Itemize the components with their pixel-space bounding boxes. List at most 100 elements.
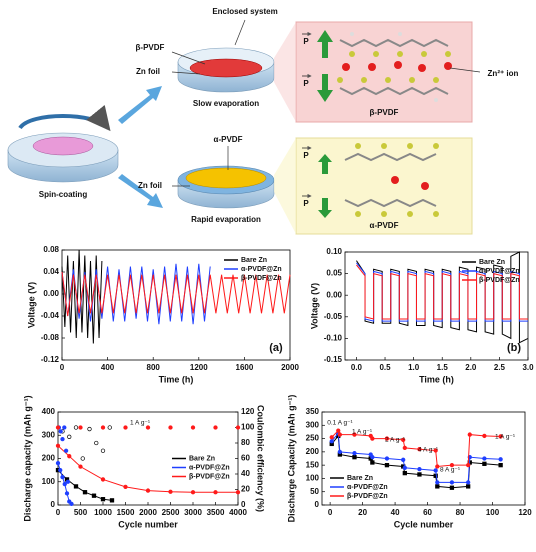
marker <box>384 462 390 468</box>
marker <box>91 493 97 498</box>
marker <box>329 439 334 444</box>
marker <box>466 484 471 489</box>
y-tick-label: 50 <box>310 487 319 496</box>
marker <box>100 497 106 502</box>
marker <box>402 445 407 451</box>
marker <box>62 481 67 487</box>
marker <box>213 490 218 495</box>
chart: 0 400 800 1200 1600 2000 -0.12 -0.08 -0.04 0.00 0.… <box>26 245 299 384</box>
y-tick-label: -0.15 <box>324 355 343 364</box>
x-tick-label: 500 <box>74 508 88 517</box>
x-tick-label: 1200 <box>190 363 208 372</box>
x-tick-label: 60 <box>423 508 432 517</box>
marker <box>466 462 471 468</box>
marker <box>235 490 241 495</box>
y2-axis-label: Coulombic efficiency (%) <box>256 405 266 512</box>
marker <box>69 501 74 506</box>
p-label: P <box>303 199 309 208</box>
x-tick-label: 2.5 <box>494 363 506 372</box>
y-tick-label: 0.00 <box>326 290 342 299</box>
marker <box>417 472 422 477</box>
series-line <box>61 271 291 317</box>
polar-arrow <box>317 30 333 58</box>
film-label: β-PVDF <box>136 43 165 52</box>
y-axis-label: Discharge capacity (mAh g⁻¹) <box>22 395 32 521</box>
x-tick-label: 1500 <box>117 508 135 517</box>
chart: 0 20 40 60 80 100 120 0 50 100 150 200 250 300 350 Bare… <box>286 395 532 530</box>
marker <box>65 479 71 484</box>
zn-ion <box>391 176 399 184</box>
leader <box>449 67 481 73</box>
legend-label: β-PVDF@Zn <box>479 277 520 284</box>
annotation: 8 A g⁻¹ <box>440 467 461 474</box>
y-tick-label: 200 <box>306 447 320 456</box>
spin-label: Spin-coating <box>39 190 88 199</box>
x-tick-label: 3500 <box>207 508 225 517</box>
diagram: Spin-coating Enclosed system β-PVDF Zn f… <box>7 7 519 235</box>
y-tick-label: 400 <box>42 407 56 416</box>
marker <box>190 425 196 430</box>
marker <box>482 456 487 461</box>
marker <box>168 489 173 494</box>
marker <box>94 440 99 446</box>
y-tick-label: 100 <box>306 474 320 483</box>
y2-tick-label: 20 <box>241 485 250 494</box>
p-label: P <box>303 151 309 160</box>
marker <box>67 434 72 439</box>
y2-tick-label: 0 <box>241 500 246 509</box>
y-tick-label: -0.10 <box>324 334 343 343</box>
series-line <box>57 445 238 493</box>
marker <box>482 433 487 439</box>
alpha-panel <box>295 137 473 235</box>
marker <box>168 425 173 430</box>
polar-arrow <box>318 154 332 174</box>
marker <box>435 464 440 469</box>
marker <box>55 443 61 448</box>
marker <box>80 456 85 461</box>
zn-ion <box>421 182 429 190</box>
y-tick-label: 350 <box>306 407 320 416</box>
y-tick-label: 0.10 <box>326 247 342 256</box>
foil-label: Zn foil <box>136 67 160 76</box>
legend-label: α-PVDF@Zn <box>347 484 388 491</box>
legend-label: Bare Zn <box>189 455 215 462</box>
marker <box>109 498 115 503</box>
marker <box>337 449 343 455</box>
x-tick-label: 3000 <box>184 508 202 517</box>
y-axis-label: Voltage (V) <box>309 283 319 329</box>
y2-tick-label: 100 <box>241 423 255 432</box>
plot-frame <box>321 411 526 506</box>
marker <box>78 464 83 469</box>
marker <box>58 467 63 473</box>
marker <box>384 436 390 441</box>
legend-label: α-PVDF@Zn <box>189 464 230 471</box>
leader <box>234 19 246 46</box>
x-tick-label: 120 <box>518 508 532 517</box>
x-tick-label: 4000 <box>229 508 247 517</box>
leader <box>171 51 206 65</box>
y-tick-label: -0.04 <box>41 311 60 320</box>
panel-label: (b) <box>507 342 521 354</box>
marker <box>449 462 455 468</box>
marker <box>145 488 151 493</box>
ion-label: Zn²⁺ ion <box>488 69 519 78</box>
marker <box>55 461 61 466</box>
x-tick-label: 80 <box>456 508 465 517</box>
y2-tick-label: 120 <box>241 407 255 416</box>
marker <box>82 490 88 495</box>
marker <box>64 491 70 496</box>
marker <box>498 434 503 439</box>
marker <box>63 448 69 453</box>
marker <box>235 425 241 430</box>
alpha-molecules <box>344 152 437 208</box>
marker <box>352 432 357 437</box>
arrow <box>118 174 163 208</box>
marker <box>370 455 375 460</box>
rapid-disc <box>177 165 275 209</box>
beta-atoms <box>337 32 451 102</box>
x-tick-label: 100 <box>486 508 500 517</box>
plot-frame <box>61 249 291 361</box>
y-tick-label: -0.12 <box>41 355 60 364</box>
series-line <box>61 263 211 325</box>
